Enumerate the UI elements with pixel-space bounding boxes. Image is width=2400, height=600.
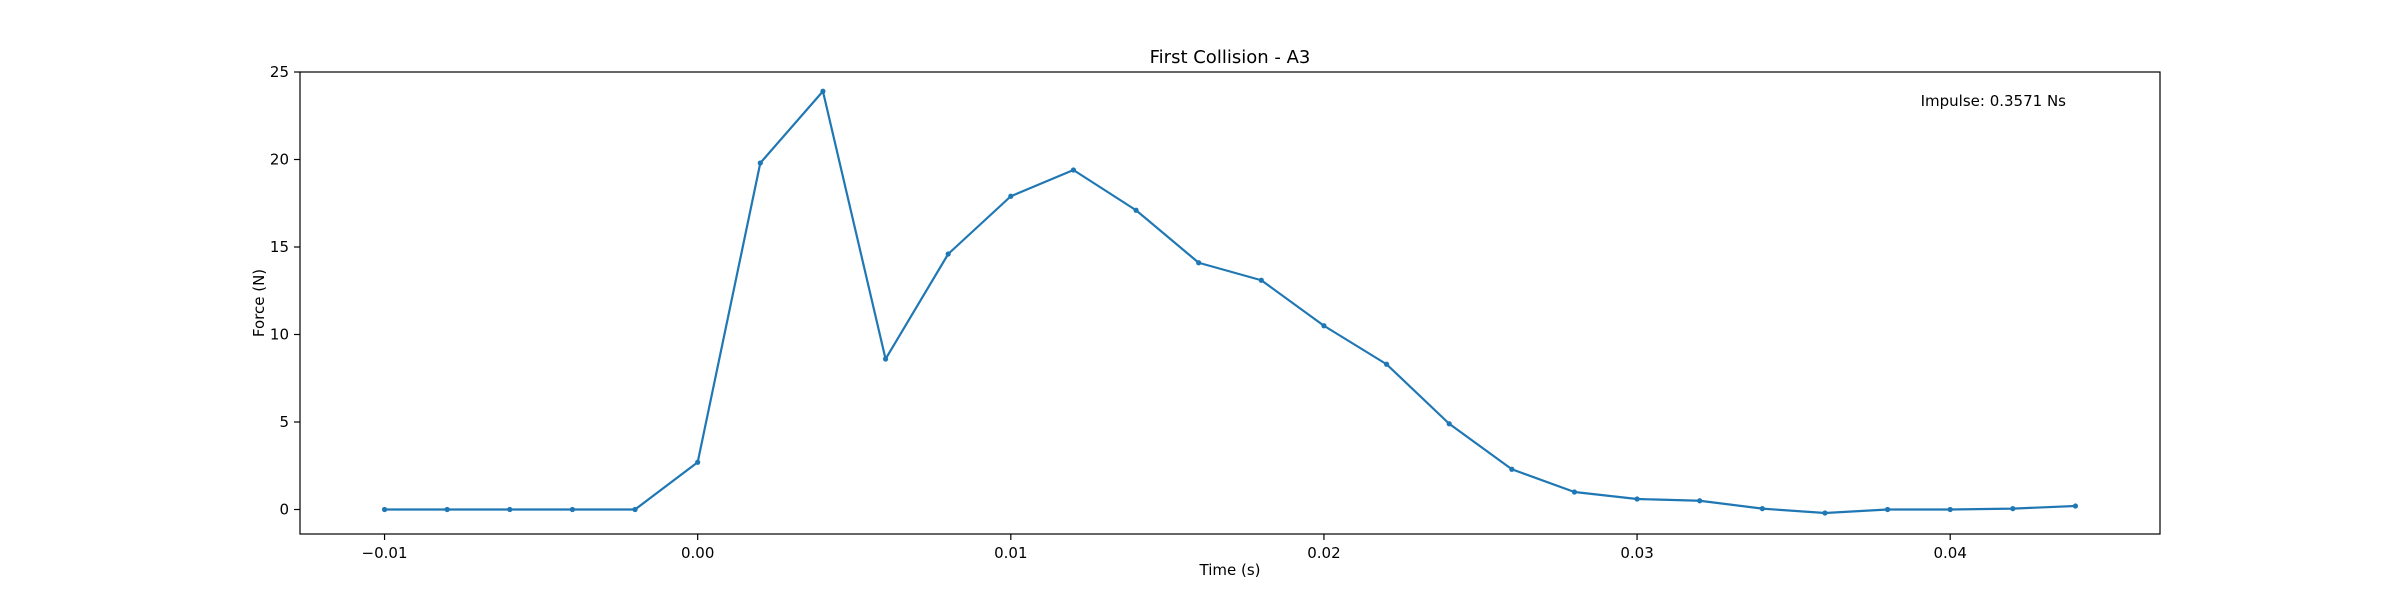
data-point [1634, 496, 1640, 502]
y-tick-label: 10 [270, 326, 289, 344]
data-point [1008, 193, 1014, 199]
data-point [1258, 277, 1264, 283]
data-point [1822, 510, 1828, 516]
data-point [820, 88, 826, 94]
data-point [1133, 207, 1139, 213]
chart-title: First Collision - A3 [1150, 47, 1311, 68]
x-tick-label: 0.00 [681, 544, 714, 562]
y-tick-label: 25 [270, 63, 289, 81]
x-tick-label: 0.01 [994, 544, 1027, 562]
data-point [632, 506, 638, 513]
data-point [1446, 421, 1452, 427]
data-point [2010, 506, 2016, 512]
x-tick-label: −0.01 [362, 544, 408, 562]
impulse-annotation: Impulse: 0.3571 Ns [1921, 92, 2067, 110]
data-point [381, 506, 388, 513]
data-point [1884, 506, 1891, 513]
data-point [1070, 167, 1077, 173]
data-point [757, 160, 763, 166]
force-series-line [384, 90, 2076, 515]
y-tick-label: 5 [279, 413, 289, 431]
y-axis-label: Force (N) [250, 269, 268, 337]
data-point [1947, 506, 1953, 513]
data-point [507, 506, 513, 513]
x-tick-label: 0.02 [1307, 544, 1340, 562]
data-point [1321, 323, 1327, 329]
data-point [1759, 506, 1765, 512]
data-point [1571, 489, 1578, 495]
data-point [1383, 361, 1390, 367]
y-tick-label: 15 [270, 238, 289, 256]
x-tick-label: 0.03 [1620, 544, 1653, 562]
data-point [695, 459, 701, 465]
data-point [1509, 466, 1515, 472]
x-tick-label: 0.04 [1933, 544, 1966, 562]
data-point [882, 356, 889, 362]
data-point [569, 506, 576, 513]
data-point [444, 506, 450, 513]
y-tick-label: 20 [270, 151, 289, 169]
y-tick-label: 0 [279, 501, 289, 519]
x-axis-label: Time (s) [1199, 561, 1261, 579]
data-point [1196, 260, 1202, 266]
data-point [2072, 503, 2079, 509]
data-point [1697, 498, 1703, 504]
plot-frame [299, 71, 2161, 535]
data-point [945, 251, 951, 257]
